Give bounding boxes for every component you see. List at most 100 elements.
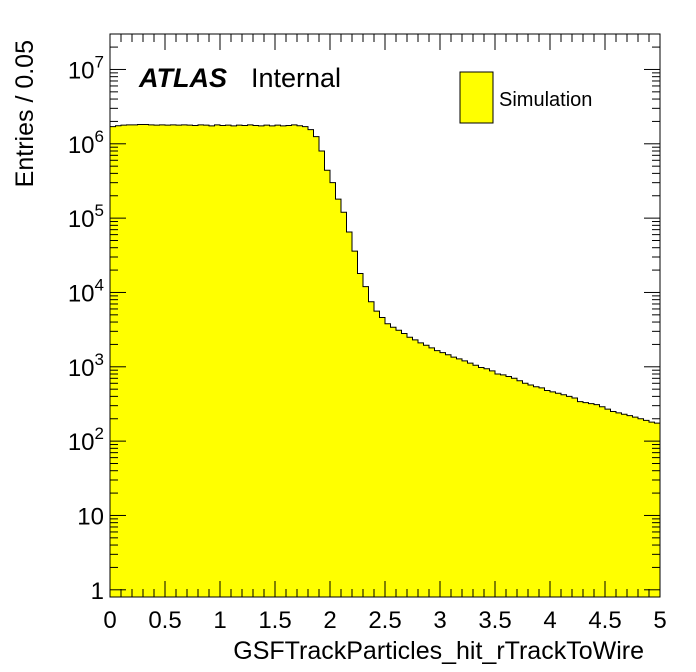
histogram-bin	[467, 363, 474, 597]
histogram-bin	[396, 330, 402, 597]
histogram-bin	[319, 151, 325, 597]
legend-swatch-simulation	[459, 71, 494, 124]
histogram-bin	[407, 337, 413, 597]
atlas-status-label: Internal	[251, 63, 341, 93]
histogram-bin	[539, 387, 545, 597]
histogram-bin	[599, 406, 606, 597]
histogram-bin	[555, 393, 562, 597]
histogram-bin	[170, 124, 177, 597]
histogram-bin	[231, 125, 237, 597]
histogram-bin	[258, 125, 265, 597]
histogram-bin	[561, 394, 567, 597]
histogram-bin	[522, 383, 529, 597]
histogram-bin	[550, 391, 556, 597]
y-axis-label: Entries / 0.05	[11, 40, 39, 187]
histogram-bin	[247, 124, 254, 597]
histogram-bin	[511, 378, 518, 597]
histogram-bin	[632, 417, 639, 597]
histogram-bin	[341, 212, 347, 598]
histogram-bin	[583, 402, 589, 597]
histogram-bin	[242, 125, 248, 598]
histogram-bin	[148, 124, 155, 597]
histogram-bin	[357, 273, 364, 597]
histogram-bin	[605, 409, 611, 597]
histogram-outline	[110, 123, 660, 424]
histogram-bin	[253, 125, 259, 598]
histogram-bin	[572, 398, 578, 597]
histogram-bin	[390, 327, 397, 597]
histogram-bin	[154, 125, 160, 597]
histogram-bin	[649, 422, 655, 597]
histogram-bin	[627, 415, 633, 597]
histogram-bin	[225, 125, 232, 597]
histogram-bin	[176, 125, 182, 597]
histogram-bin	[187, 125, 193, 597]
histogram-bin	[214, 124, 221, 597]
histogram-bin	[566, 396, 573, 597]
histogram-bin	[330, 182, 336, 597]
histogram-bin	[484, 368, 490, 597]
legend-label-simulation: Simulation	[499, 89, 592, 111]
histogram-bin	[418, 342, 424, 597]
histogram-bin	[478, 367, 485, 597]
histogram-bin	[434, 350, 441, 597]
histogram-bin	[181, 124, 188, 597]
x-tick-label: 1.5	[258, 607, 291, 634]
histogram-bin	[192, 125, 199, 598]
histogram-bin	[429, 347, 435, 597]
x-tick-label: 2.5	[368, 607, 401, 634]
x-tick-label: 0.5	[148, 607, 181, 634]
x-axis-label: GSFTrackParticles_hit_rTrackToWire	[233, 637, 644, 665]
histogram-layer	[110, 123, 661, 598]
histogram-bin	[616, 412, 622, 597]
x-tick-label: 5	[653, 607, 666, 634]
y-tick-label: 10	[77, 503, 104, 530]
histogram-bin	[489, 370, 496, 597]
y-tick-label: 102	[68, 424, 104, 456]
histogram-bin	[143, 124, 149, 598]
histogram-bin	[495, 374, 501, 597]
x-tick-label: 4.5	[588, 607, 621, 634]
histogram-bin	[594, 404, 600, 597]
histogram-bin	[643, 420, 650, 597]
histogram-bin	[451, 357, 457, 597]
histogram-bin	[352, 251, 358, 597]
histogram-bin	[324, 170, 331, 597]
x-tick-label: 3.5	[478, 607, 511, 634]
histogram-bin	[610, 411, 617, 597]
histogram-bin	[236, 125, 243, 597]
x-tick-label: 1	[213, 607, 226, 634]
histogram-bin	[132, 124, 138, 597]
y-tick-label: 1	[91, 578, 104, 605]
histogram-bin	[528, 384, 534, 597]
x-tick-labels: 0 0.5 1 1.5 2 2.5 3 3.5 4 4.5 5	[103, 607, 666, 634]
histogram-bin	[313, 136, 320, 597]
histogram-bin	[363, 286, 369, 597]
histogram-bin	[654, 423, 661, 597]
histogram-bin	[110, 126, 116, 597]
histogram-bin	[368, 301, 375, 597]
histogram-bin	[533, 386, 540, 597]
x-tick-label: 4	[543, 607, 556, 634]
legend: Simulation	[459, 71, 592, 124]
histogram-bin	[500, 374, 507, 597]
histogram-bin	[121, 125, 127, 597]
histogram-bin	[385, 323, 391, 597]
histogram-bin	[379, 317, 386, 597]
histogram-bin	[220, 125, 226, 598]
histogram-bin	[115, 125, 122, 597]
histogram-bin	[506, 376, 512, 597]
histogram-bin	[577, 401, 584, 597]
plot-frame	[109, 33, 661, 598]
histogram-bin	[588, 403, 595, 597]
histogram-bin	[137, 124, 144, 598]
x-tick-label: 0	[103, 607, 116, 634]
histogram-bin	[209, 125, 215, 597]
histogram-bin	[346, 232, 353, 598]
x-tick-label: 3	[433, 607, 446, 634]
histogram-bin	[462, 360, 468, 597]
histogram-bin	[159, 124, 166, 597]
histogram-bin	[286, 125, 292, 598]
